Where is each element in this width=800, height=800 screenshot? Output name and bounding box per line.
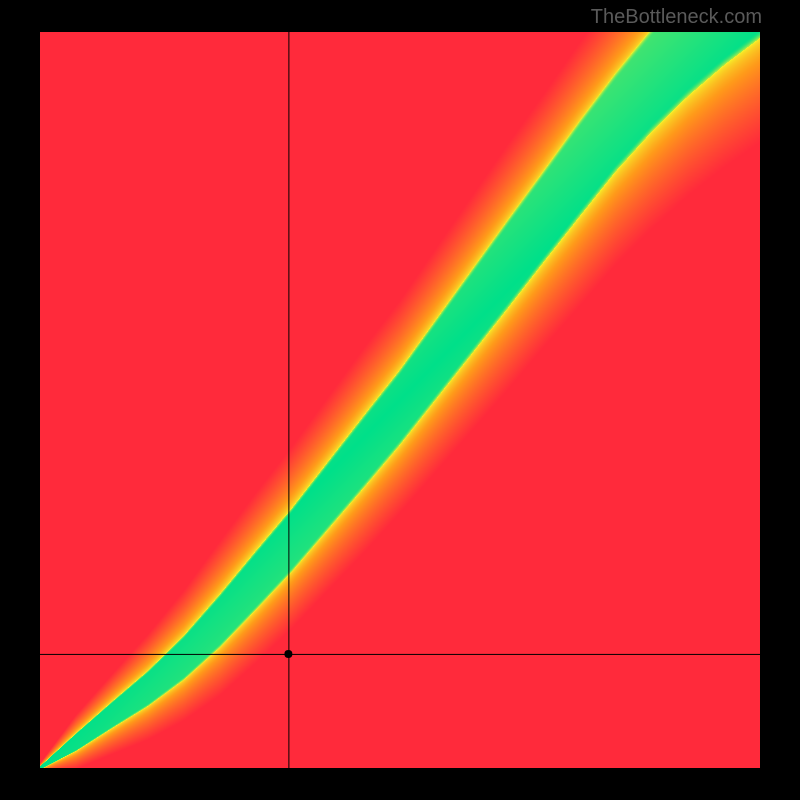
chart-frame: TheBottleneck.com [0,0,800,800]
heatmap-canvas [40,32,760,768]
heatmap-plot [40,32,760,768]
watermark-text: TheBottleneck.com [591,6,762,29]
